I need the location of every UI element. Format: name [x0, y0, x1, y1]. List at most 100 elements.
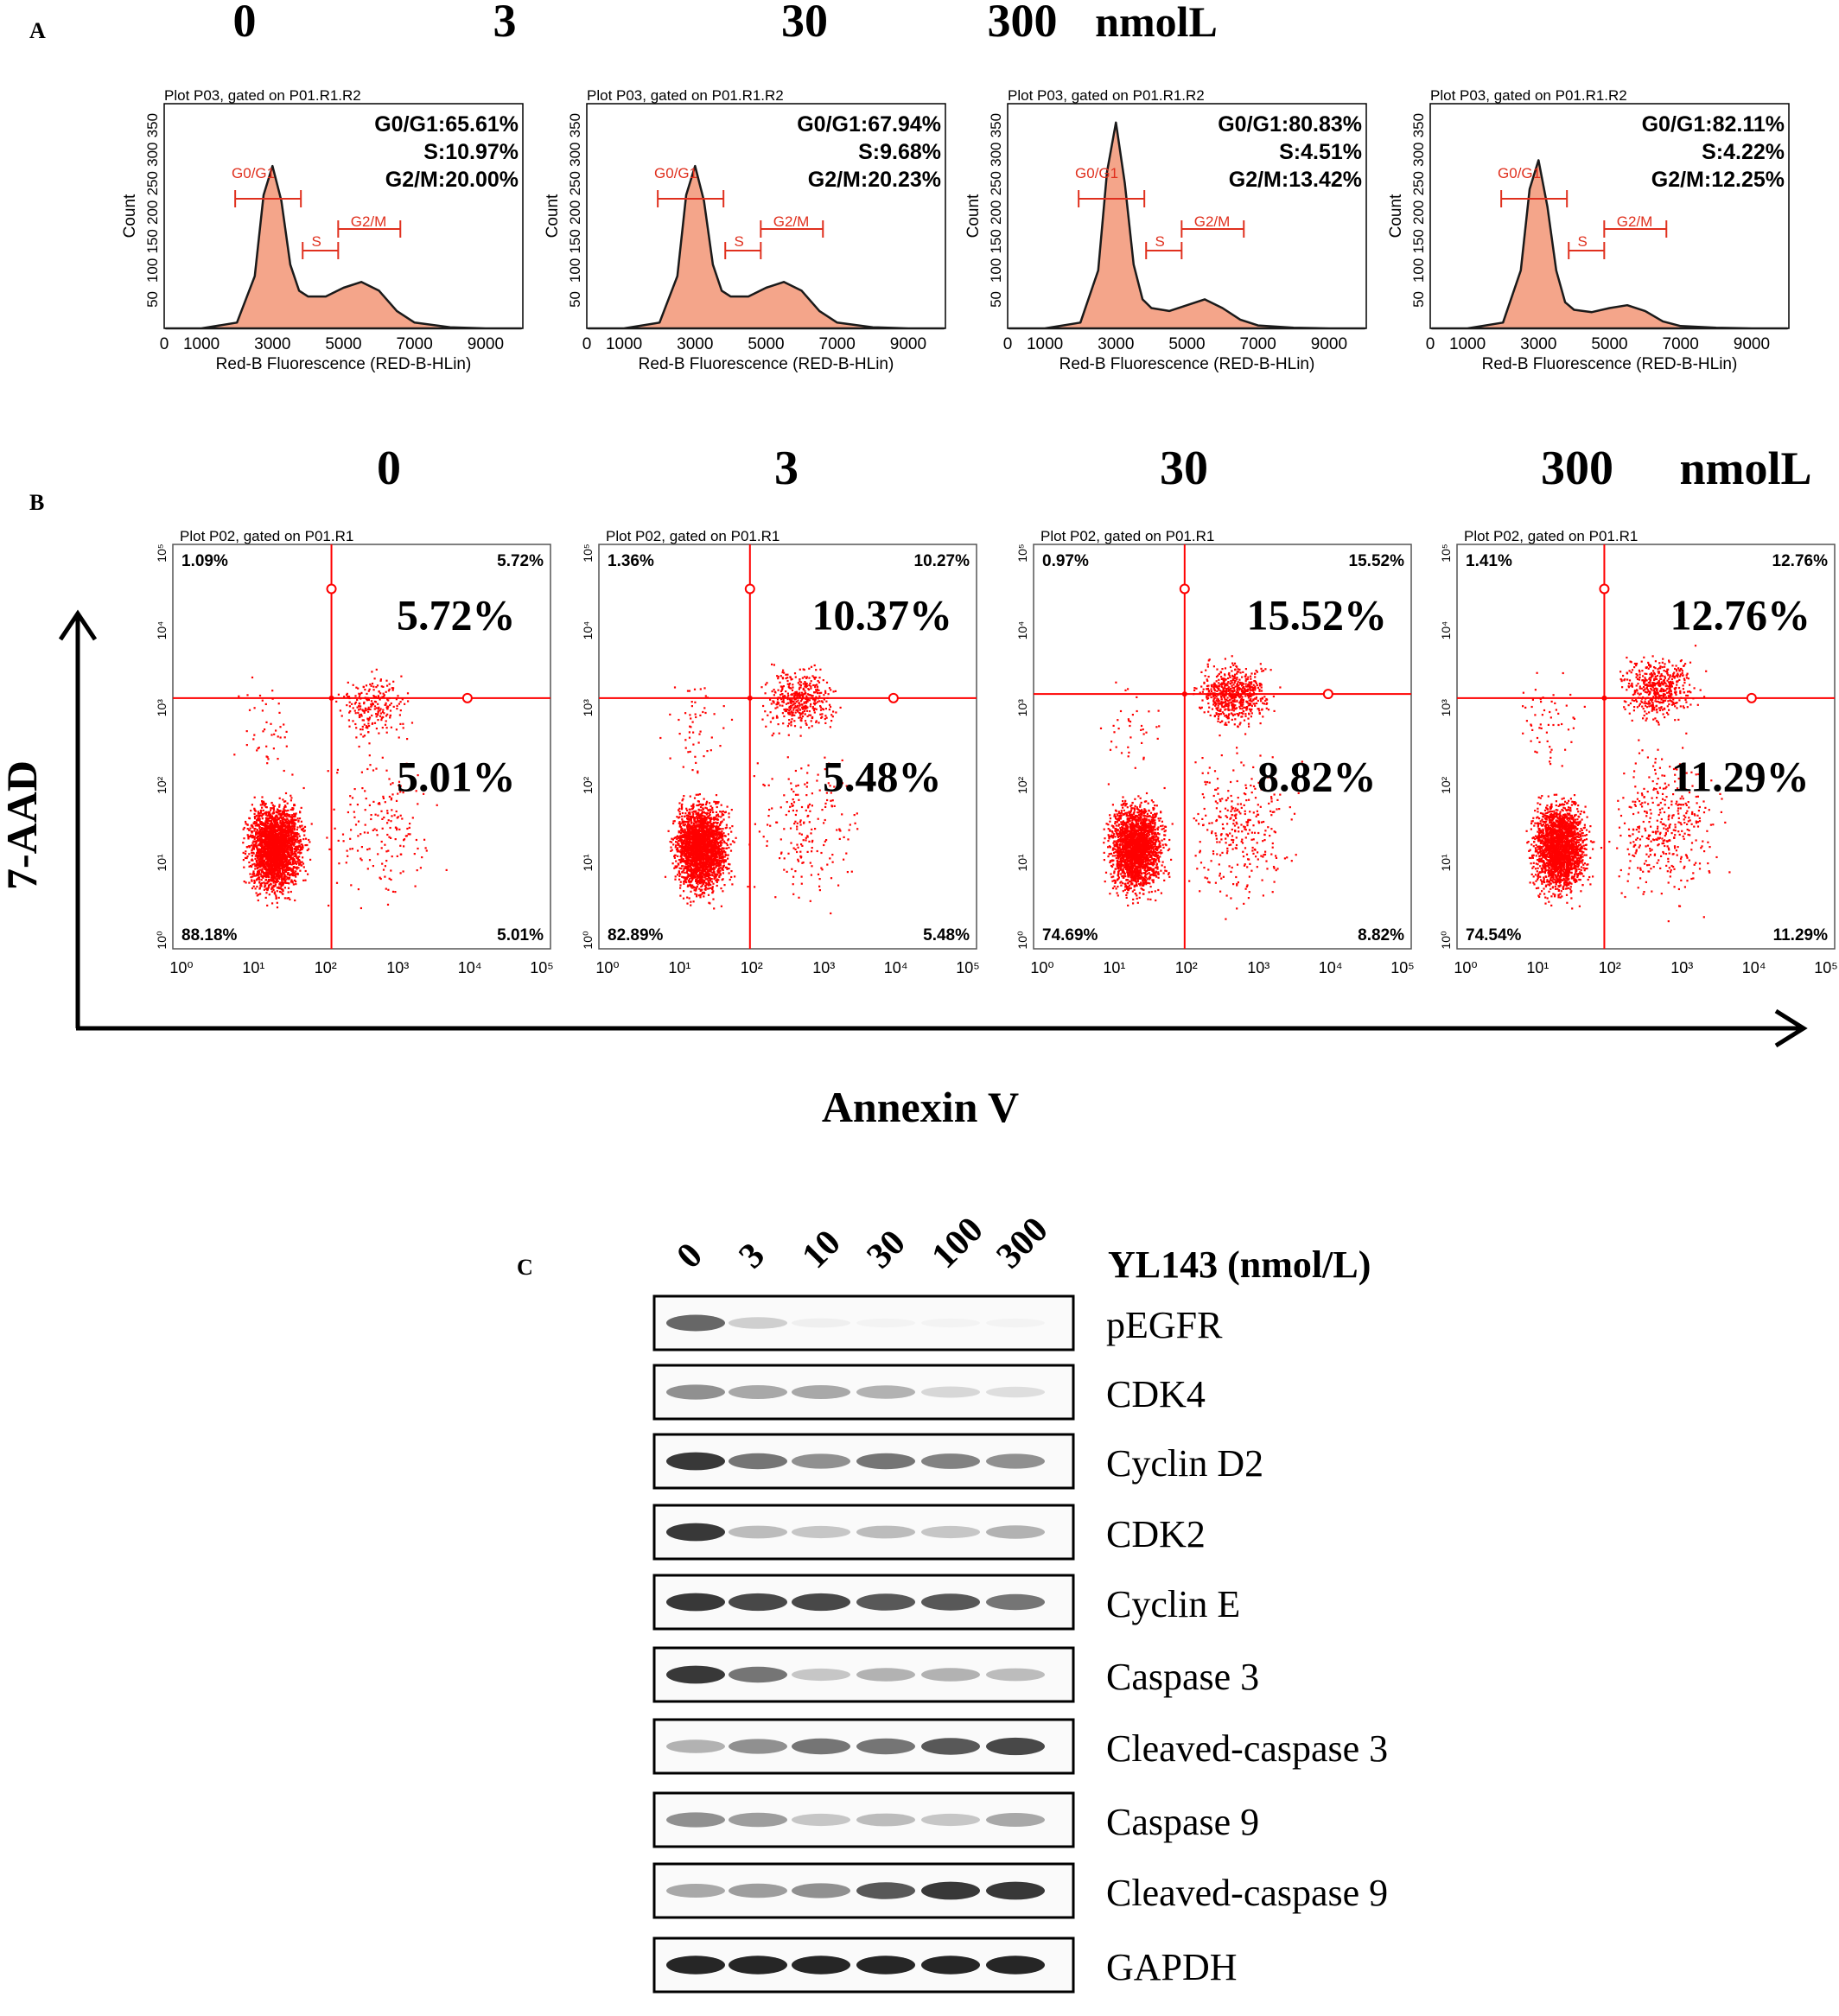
- dot: [722, 868, 724, 872]
- dot: [270, 862, 273, 865]
- dot: [389, 714, 391, 716]
- dot: [265, 820, 268, 823]
- dot: [257, 871, 259, 874]
- panel-b-letter: B: [29, 490, 44, 515]
- dot: [700, 873, 703, 875]
- dot: [290, 881, 292, 883]
- dot: [399, 785, 402, 787]
- dot: [683, 849, 685, 852]
- dot: [704, 831, 707, 834]
- dot: [251, 834, 254, 837]
- dot: [260, 828, 263, 831]
- dot: [369, 683, 372, 686]
- dot: [713, 868, 716, 870]
- dot: [693, 889, 696, 892]
- dot: [263, 848, 265, 850]
- dot: [350, 884, 353, 887]
- dot: [252, 870, 255, 873]
- dot: [676, 816, 678, 818]
- dot: [293, 855, 296, 857]
- dot: [683, 855, 685, 857]
- dot: [718, 857, 721, 860]
- dot: [258, 694, 262, 697]
- dot: [273, 822, 276, 824]
- gate-label: G2/M: [1617, 213, 1653, 230]
- dot: [382, 868, 385, 871]
- dot: [350, 829, 353, 831]
- dot: [716, 861, 719, 863]
- dot: [719, 811, 722, 813]
- dot: [295, 850, 297, 853]
- dot: [243, 881, 245, 883]
- dot: [685, 830, 688, 834]
- x-tick-label: 7000: [1663, 335, 1699, 353]
- dot: [282, 831, 284, 834]
- dot: [245, 856, 248, 860]
- dot: [735, 836, 737, 839]
- dot: [270, 850, 272, 853]
- dot: [292, 862, 295, 865]
- dot: [252, 848, 255, 850]
- dot: [290, 808, 292, 811]
- dot: [403, 845, 405, 848]
- dot: [255, 845, 258, 848]
- dot: [693, 824, 696, 827]
- dot: [273, 880, 276, 882]
- dot: [264, 839, 266, 842]
- dot: [276, 881, 278, 884]
- dot: [686, 885, 689, 887]
- x-tick-label: 1000: [606, 335, 642, 353]
- dot: [253, 809, 257, 811]
- dot: [402, 727, 404, 729]
- dot: [259, 893, 262, 895]
- dot: [696, 895, 698, 898]
- dot: [280, 872, 283, 874]
- dot: [379, 692, 382, 695]
- dot: [277, 857, 279, 860]
- dot: [704, 874, 707, 877]
- dot: [265, 833, 268, 836]
- dot: [678, 821, 681, 824]
- dot: [262, 842, 265, 844]
- dot: [277, 810, 280, 812]
- dot: [687, 879, 690, 881]
- dot: [692, 805, 695, 808]
- dot: [278, 832, 281, 835]
- dot: [395, 799, 398, 802]
- dot: [280, 842, 283, 844]
- dot: [285, 864, 288, 867]
- dot: [718, 837, 721, 840]
- dot: [281, 852, 283, 855]
- dot: [275, 897, 277, 900]
- dot: [295, 840, 297, 843]
- dot: [283, 823, 285, 826]
- dot: [277, 844, 280, 847]
- dot: [263, 845, 265, 849]
- dot: [424, 847, 427, 849]
- dot: [283, 815, 286, 817]
- dot: [268, 894, 270, 896]
- dot: [688, 849, 690, 852]
- dot: [722, 865, 724, 868]
- dot: [683, 849, 686, 851]
- dot: [710, 846, 713, 849]
- dot: [265, 855, 268, 857]
- dot: [388, 688, 391, 690]
- dot: [390, 820, 392, 823]
- dot: [280, 824, 283, 827]
- y-tick-label: 350: [567, 113, 583, 137]
- dot: [405, 762, 408, 765]
- dot: [358, 745, 360, 748]
- dot: [704, 875, 707, 878]
- dot: [693, 830, 696, 832]
- dot: [277, 826, 280, 829]
- dot: [380, 716, 383, 720]
- dot: [294, 852, 296, 855]
- dot: [366, 725, 368, 728]
- dot: [694, 893, 697, 895]
- dot: [269, 836, 271, 839]
- dot: [253, 881, 256, 883]
- dot: [276, 890, 278, 893]
- dot: [270, 872, 274, 874]
- dot: [710, 847, 713, 849]
